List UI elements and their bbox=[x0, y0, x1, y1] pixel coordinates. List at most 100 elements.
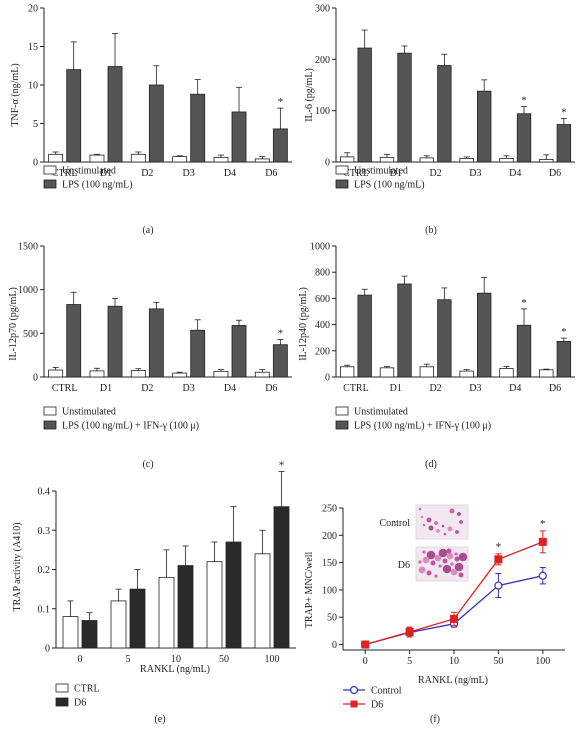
panel-b-x-tick-label: D6 bbox=[549, 168, 561, 179]
panel-b-x-tick-label: D2 bbox=[429, 168, 441, 179]
panel-b-bar bbox=[437, 65, 452, 163]
panel-b-legend-label: Unstimulated bbox=[354, 166, 408, 177]
panel-b-bar bbox=[499, 158, 514, 163]
panel-d-x-tick-label: D3 bbox=[469, 383, 481, 394]
panel-c-significance-mark: * bbox=[278, 327, 284, 339]
panel-a-legend-label: Unstimulated bbox=[62, 166, 116, 177]
panel-d-legend-label: LPS (100 ng/mL) + IFN-γ (100 μ) bbox=[354, 421, 491, 432]
panel-a-x-tick-label: CTRL bbox=[52, 168, 78, 179]
panel-e-legend-swatch bbox=[55, 697, 69, 707]
panel-a-y-tick-label: 0 bbox=[33, 158, 38, 169]
panel-b-bar bbox=[397, 52, 412, 163]
panel-b-legend-label: LPS (100 ng/mL) bbox=[354, 180, 425, 191]
panel-d-y-tick-label: 1000 bbox=[310, 242, 330, 253]
panel-c-x-tick-label: D6 bbox=[265, 383, 277, 394]
panel-c-legend-swatch bbox=[43, 406, 57, 416]
panel-e-bar bbox=[206, 561, 223, 649]
micrograph-cell bbox=[454, 552, 458, 556]
panel-c-legend-label: Unstimulated bbox=[62, 407, 116, 418]
micrograph-cell bbox=[454, 562, 464, 572]
panel-d-legend-swatch bbox=[335, 420, 349, 430]
panel-c-bar bbox=[254, 371, 270, 378]
panel-c-ylabel: IL-12p70 (pg/mL) bbox=[8, 287, 19, 361]
panel-d-bar bbox=[437, 299, 452, 378]
panel-f-ylabel: TRAP+ MNC/well bbox=[304, 552, 315, 629]
micrograph-cell bbox=[441, 524, 445, 528]
panel-d-bar bbox=[499, 368, 514, 378]
micrograph-cell bbox=[442, 558, 448, 564]
panel-c-legend-label: LPS (100 ng/mL) + IFN-γ (100 μ) bbox=[62, 421, 199, 432]
panel-b-bar bbox=[539, 159, 554, 163]
panel-f-data-point bbox=[361, 640, 370, 649]
panel-a: 0 5 10 15 20 CTRL D1 D2 D3 D4 D6 * Unstimulated LPS (… bbox=[10, 4, 292, 236]
panel-c-bar bbox=[172, 372, 188, 378]
panel-e-bar bbox=[158, 576, 175, 649]
panel-f-x-tick-label: 100 bbox=[535, 656, 550, 667]
panel-d-bar bbox=[556, 340, 572, 378]
panel-c-bar bbox=[148, 308, 164, 378]
micrograph-cell bbox=[422, 550, 426, 554]
panel-d-x-tick-label: CTRL bbox=[343, 383, 369, 394]
panel-d: 0 200 400 600 800 1000 CTRL D1 D2 D3 D4 D6 * * Unstimu… bbox=[298, 242, 575, 470]
panel-d-significance-mark: * bbox=[521, 297, 527, 309]
panel-b-bar bbox=[477, 90, 492, 163]
panel-f-legend-marker bbox=[349, 685, 359, 695]
panel-f-y-tick-label: 100 bbox=[322, 585, 337, 596]
panel-f-x-tick-label: 10 bbox=[449, 656, 459, 667]
panel-b: 0 100 200 300 CTRL D1 D2 D3 D4 D6 * * Unstimulated LP… bbox=[304, 4, 575, 236]
panel-f-x-tick-label: 0 bbox=[363, 656, 368, 667]
panel-e-bar bbox=[129, 588, 146, 649]
micrograph-cell bbox=[428, 525, 434, 531]
panel-a-bar bbox=[107, 66, 123, 163]
panel-c-y-tick-label: 1500 bbox=[18, 242, 38, 253]
panel-c-y-tick-label: 0 bbox=[33, 373, 38, 384]
panel-a-legend-label: LPS (100 ng/mL) bbox=[62, 180, 133, 191]
panel-b-legend-swatch bbox=[335, 179, 349, 189]
panel-f-legend-marker bbox=[350, 700, 358, 708]
panel-e-plot: 0 0.1 0.2 0.3 0.4 0 5 10 50 100 * CTRL D6 bbox=[38, 459, 296, 709]
panel-c-bar bbox=[231, 325, 247, 378]
panel-e-y-tick-label: 0.1 bbox=[38, 604, 51, 615]
micrograph-cell bbox=[447, 526, 453, 532]
panel-a-bar bbox=[254, 158, 270, 163]
panel-a-bar bbox=[231, 111, 247, 163]
panel-a-bar bbox=[172, 156, 188, 163]
panel-c-x-tick-label: D2 bbox=[141, 383, 153, 394]
panel-e-bar bbox=[62, 616, 79, 649]
micrograph-cell bbox=[459, 520, 463, 524]
panel-b-y-tick-label: 200 bbox=[315, 55, 330, 66]
panel-e-legend-swatch bbox=[55, 683, 69, 693]
panel-f-data-point bbox=[405, 627, 414, 636]
panel-e-x-tick-label: 5 bbox=[126, 654, 131, 665]
panel-e: 0 0.1 0.2 0.3 0.4 0 5 10 50 100 * CTRL D6 TRAP activ… bbox=[12, 459, 296, 725]
panel-c-bar bbox=[89, 370, 105, 378]
micrograph-image bbox=[415, 546, 469, 582]
panel-a-x-tick-label: D6 bbox=[265, 168, 277, 179]
panel-e-x-tick-label: 10 bbox=[171, 654, 181, 665]
panel-f-legend-label: D6 bbox=[371, 700, 383, 711]
panel-f-data-point bbox=[450, 614, 458, 623]
panel-d-bar bbox=[539, 369, 554, 378]
panel-e-significance-mark: * bbox=[279, 459, 285, 471]
panel-f-inset-label: Control bbox=[379, 518, 410, 529]
panel-e-bar bbox=[110, 600, 127, 649]
panel-f-inset-label: D6 bbox=[398, 560, 410, 571]
panel-d-significance-mark: * bbox=[561, 326, 567, 338]
panel-b-bar bbox=[516, 113, 532, 163]
panel-c-plot: 0 500 1000 1500 CTRL D1 D2 D3 D4 D6 * Unstimulated L… bbox=[18, 242, 292, 432]
panel-a-caption: (a) bbox=[142, 225, 153, 236]
panel-a-bar bbox=[48, 153, 64, 163]
panel-b-bar bbox=[419, 157, 434, 163]
panel-d-bar bbox=[419, 366, 434, 378]
micrograph-cell bbox=[458, 572, 464, 578]
micrograph-cell bbox=[446, 548, 452, 554]
panel-c: 0 500 1000 1500 CTRL D1 D2 D3 D4 D6 * Unstimulated L… bbox=[8, 242, 292, 470]
panel-f-x-tick-label: 50 bbox=[493, 656, 503, 667]
panel-f-data-point bbox=[538, 571, 547, 580]
panel-f-series-line bbox=[365, 575, 543, 646]
panel-d-y-tick-label: 800 bbox=[315, 268, 330, 279]
panel-b-bar bbox=[459, 158, 474, 163]
panel-a-legend-swatch bbox=[43, 165, 57, 175]
panel-d-x-tick-label: D1 bbox=[390, 383, 402, 394]
panel-d-ylabel: IL-12p40 (pg/mL) bbox=[298, 287, 309, 361]
